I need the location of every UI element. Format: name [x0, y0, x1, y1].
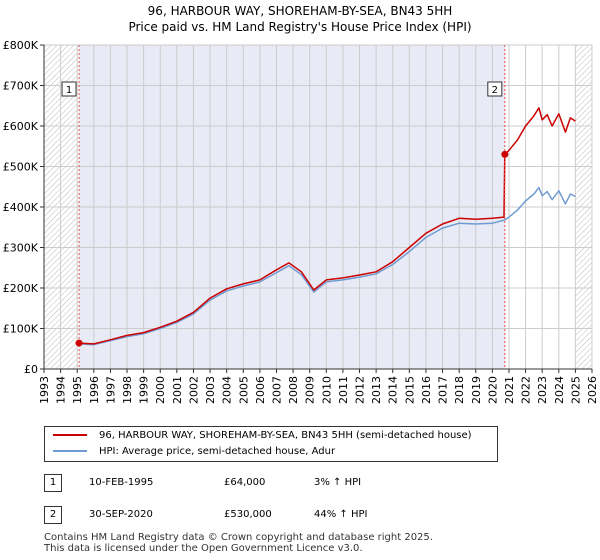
x-tick-label: 2020 — [486, 376, 499, 404]
x-tick-label: 2010 — [320, 376, 333, 404]
sale-point — [75, 339, 83, 347]
x-tick-label: 1997 — [104, 376, 117, 404]
x-tick-label: 2013 — [370, 376, 383, 404]
x-tick-label: 2000 — [154, 376, 167, 404]
x-tick-label: 2015 — [403, 376, 416, 404]
y-tick-label: £500K — [3, 161, 39, 174]
x-tick-label: 2002 — [187, 376, 200, 404]
price-chart: £0 £100K £200K £300K £400K £500K £600K £700K £80… — [3, 39, 599, 404]
y-tick-label: £200K — [3, 282, 39, 295]
x-tick-label: 2008 — [287, 376, 300, 404]
y-tick-label: £400K — [3, 201, 39, 214]
price-paid-line — [78, 107, 576, 345]
transaction-hpi-change: 44% ↑ HPI — [314, 509, 368, 520]
x-tick-label: 1998 — [121, 376, 134, 404]
y-tick-label: £300K — [3, 242, 39, 255]
x-tick-label: 2009 — [304, 376, 317, 404]
x-tick-label: 1996 — [88, 376, 101, 404]
sale-point — [501, 150, 509, 158]
x-tick-label: 2017 — [437, 376, 450, 404]
legend-swatch-hpi — [53, 450, 87, 452]
x-tick-label: 2019 — [470, 376, 483, 404]
transaction-date: 10-FEB-1995 — [89, 477, 154, 488]
y-tick-label: £700K — [3, 80, 39, 93]
legend-swatch-price — [53, 434, 87, 436]
x-tick-label: 2021 — [503, 376, 516, 404]
y-tick-label: £600K — [3, 120, 39, 133]
transaction-number: 2 — [44, 506, 62, 524]
x-tick-label: 2011 — [337, 376, 350, 404]
transaction-hpi-change: 3% ↑ HPI — [314, 477, 362, 488]
event-label: 1 — [66, 85, 72, 96]
x-tick-label: 2014 — [387, 376, 400, 404]
chart-subtitle: Price paid vs. HM Land Registry's House … — [128, 20, 472, 34]
hpi-line — [78, 186, 576, 346]
transaction-number: 1 — [44, 474, 62, 492]
x-tick-label: 2007 — [270, 376, 283, 404]
x-tick-label: 1995 — [71, 376, 84, 404]
x-tick-label: 1994 — [55, 376, 68, 404]
transaction-price: £64,000 — [224, 477, 266, 488]
x-tick-label: 2016 — [420, 376, 433, 404]
event-label-box — [487, 81, 503, 97]
legend-label-hpi: HPI: Average price, semi-detached house,… — [99, 446, 336, 457]
x-tick-label: 2025 — [569, 376, 582, 404]
x-tick-label: 2001 — [171, 376, 184, 404]
event-label: 2 — [492, 85, 498, 96]
x-tick-label: 2006 — [254, 376, 267, 404]
legend-item-price: 96, HARBOUR WAY, SHOREHAM-BY-SEA, BN43 5… — [53, 428, 472, 443]
x-tick-label: 2023 — [536, 376, 549, 404]
chart-title: 96, HARBOUR WAY, SHOREHAM-BY-SEA, BN43 5… — [147, 4, 453, 18]
transaction-date: 30-SEP-2020 — [89, 509, 153, 520]
x-tick-label: 2005 — [237, 376, 250, 404]
transaction-price: £530,000 — [224, 509, 272, 520]
x-tick-label: 2022 — [520, 376, 533, 404]
legend-label-price: 96, HARBOUR WAY, SHOREHAM-BY-SEA, BN43 5… — [99, 430, 472, 441]
legend: 96, HARBOUR WAY, SHOREHAM-BY-SEA, BN43 5… — [44, 426, 498, 462]
y-tick-label: £0 — [24, 363, 38, 376]
x-tick-label: 2012 — [354, 376, 367, 404]
x-tick-label: 2026 — [586, 376, 599, 404]
x-tick-label: 2024 — [553, 376, 566, 404]
y-tick-label: £100K — [3, 323, 39, 336]
event-label-box — [61, 81, 77, 97]
footer-copyright: Contains HM Land Registry data © Crown c… — [44, 532, 433, 543]
x-tick-label: 1999 — [138, 376, 151, 404]
x-tick-label: 1993 — [38, 376, 51, 404]
legend-item-hpi: HPI: Average price, semi-detached house,… — [53, 444, 335, 459]
x-tick-label: 2018 — [453, 376, 466, 404]
x-tick-label: 2004 — [221, 376, 234, 404]
y-tick-label: £800K — [3, 39, 39, 52]
footer-licence: This data is licensed under the Open Gov… — [44, 543, 363, 554]
x-tick-label: 2003 — [204, 376, 217, 404]
